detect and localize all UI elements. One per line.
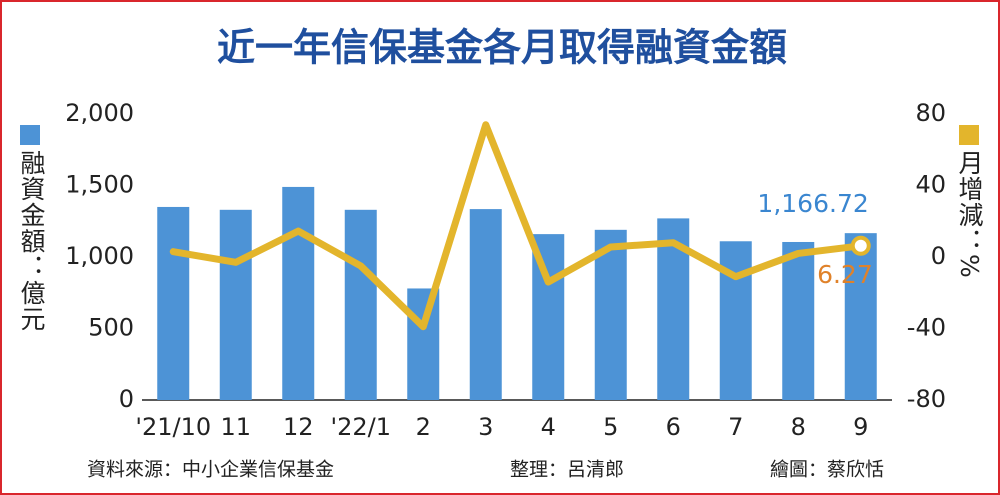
- x-tick-label: 8: [791, 413, 806, 441]
- legend-swatch: [20, 125, 40, 145]
- x-tick-label: 6: [666, 413, 681, 441]
- bar: [344, 209, 377, 400]
- x-tick-label: 2: [416, 413, 431, 441]
- x-tick-label: 9: [853, 413, 868, 441]
- y2-tick-label: -40: [907, 314, 946, 342]
- bar: [219, 209, 252, 400]
- bar: [157, 206, 190, 400]
- y2-tick-label: 80: [915, 99, 946, 127]
- y-tick-label: 2,000: [65, 99, 134, 127]
- legend-swatch: [959, 125, 979, 145]
- bar: [282, 186, 315, 400]
- bar: [782, 241, 815, 400]
- y-tick-label: 1,500: [65, 171, 134, 199]
- y-tick-label: 1,000: [65, 242, 134, 270]
- x-tick-label: '21/10: [135, 413, 211, 441]
- point-marker: [850, 235, 871, 256]
- bar: [594, 229, 627, 400]
- x-tick-label: 12: [283, 413, 314, 441]
- x-tick-label: 3: [478, 413, 493, 441]
- footer-artist: 繪圖：蔡欣恬: [770, 459, 884, 481]
- y2-tick-label: 0: [931, 242, 946, 270]
- footer-editor: 整理：呂清郎: [510, 459, 624, 481]
- x-tick-label: 5: [603, 413, 618, 441]
- bar: [844, 233, 877, 400]
- data-label: 6.27: [817, 260, 873, 289]
- x-tick-label: 4: [541, 413, 556, 441]
- y-tick-label: 0: [119, 385, 134, 413]
- y-tick-label: 500: [88, 314, 134, 342]
- line: [169, 121, 865, 331]
- bar: [719, 241, 752, 400]
- y2-tick-label: 40: [915, 171, 946, 199]
- x-tick-label: 7: [728, 413, 743, 441]
- legend-label: 融資金額：億元: [17, 150, 46, 332]
- chart-title: 近一年信保基金各月取得融資金額: [217, 26, 787, 70]
- legend-label: 月增減：%: [955, 150, 984, 279]
- bar: [469, 209, 502, 400]
- footer-source: 資料來源：中小企業信保基金: [87, 459, 334, 481]
- bar: [407, 288, 440, 400]
- x-tick-label: 11: [220, 413, 251, 441]
- y2-tick-label: -80: [907, 385, 946, 413]
- x-tick-label: '22/1: [331, 413, 392, 441]
- data-label: 1,166.72: [757, 189, 868, 218]
